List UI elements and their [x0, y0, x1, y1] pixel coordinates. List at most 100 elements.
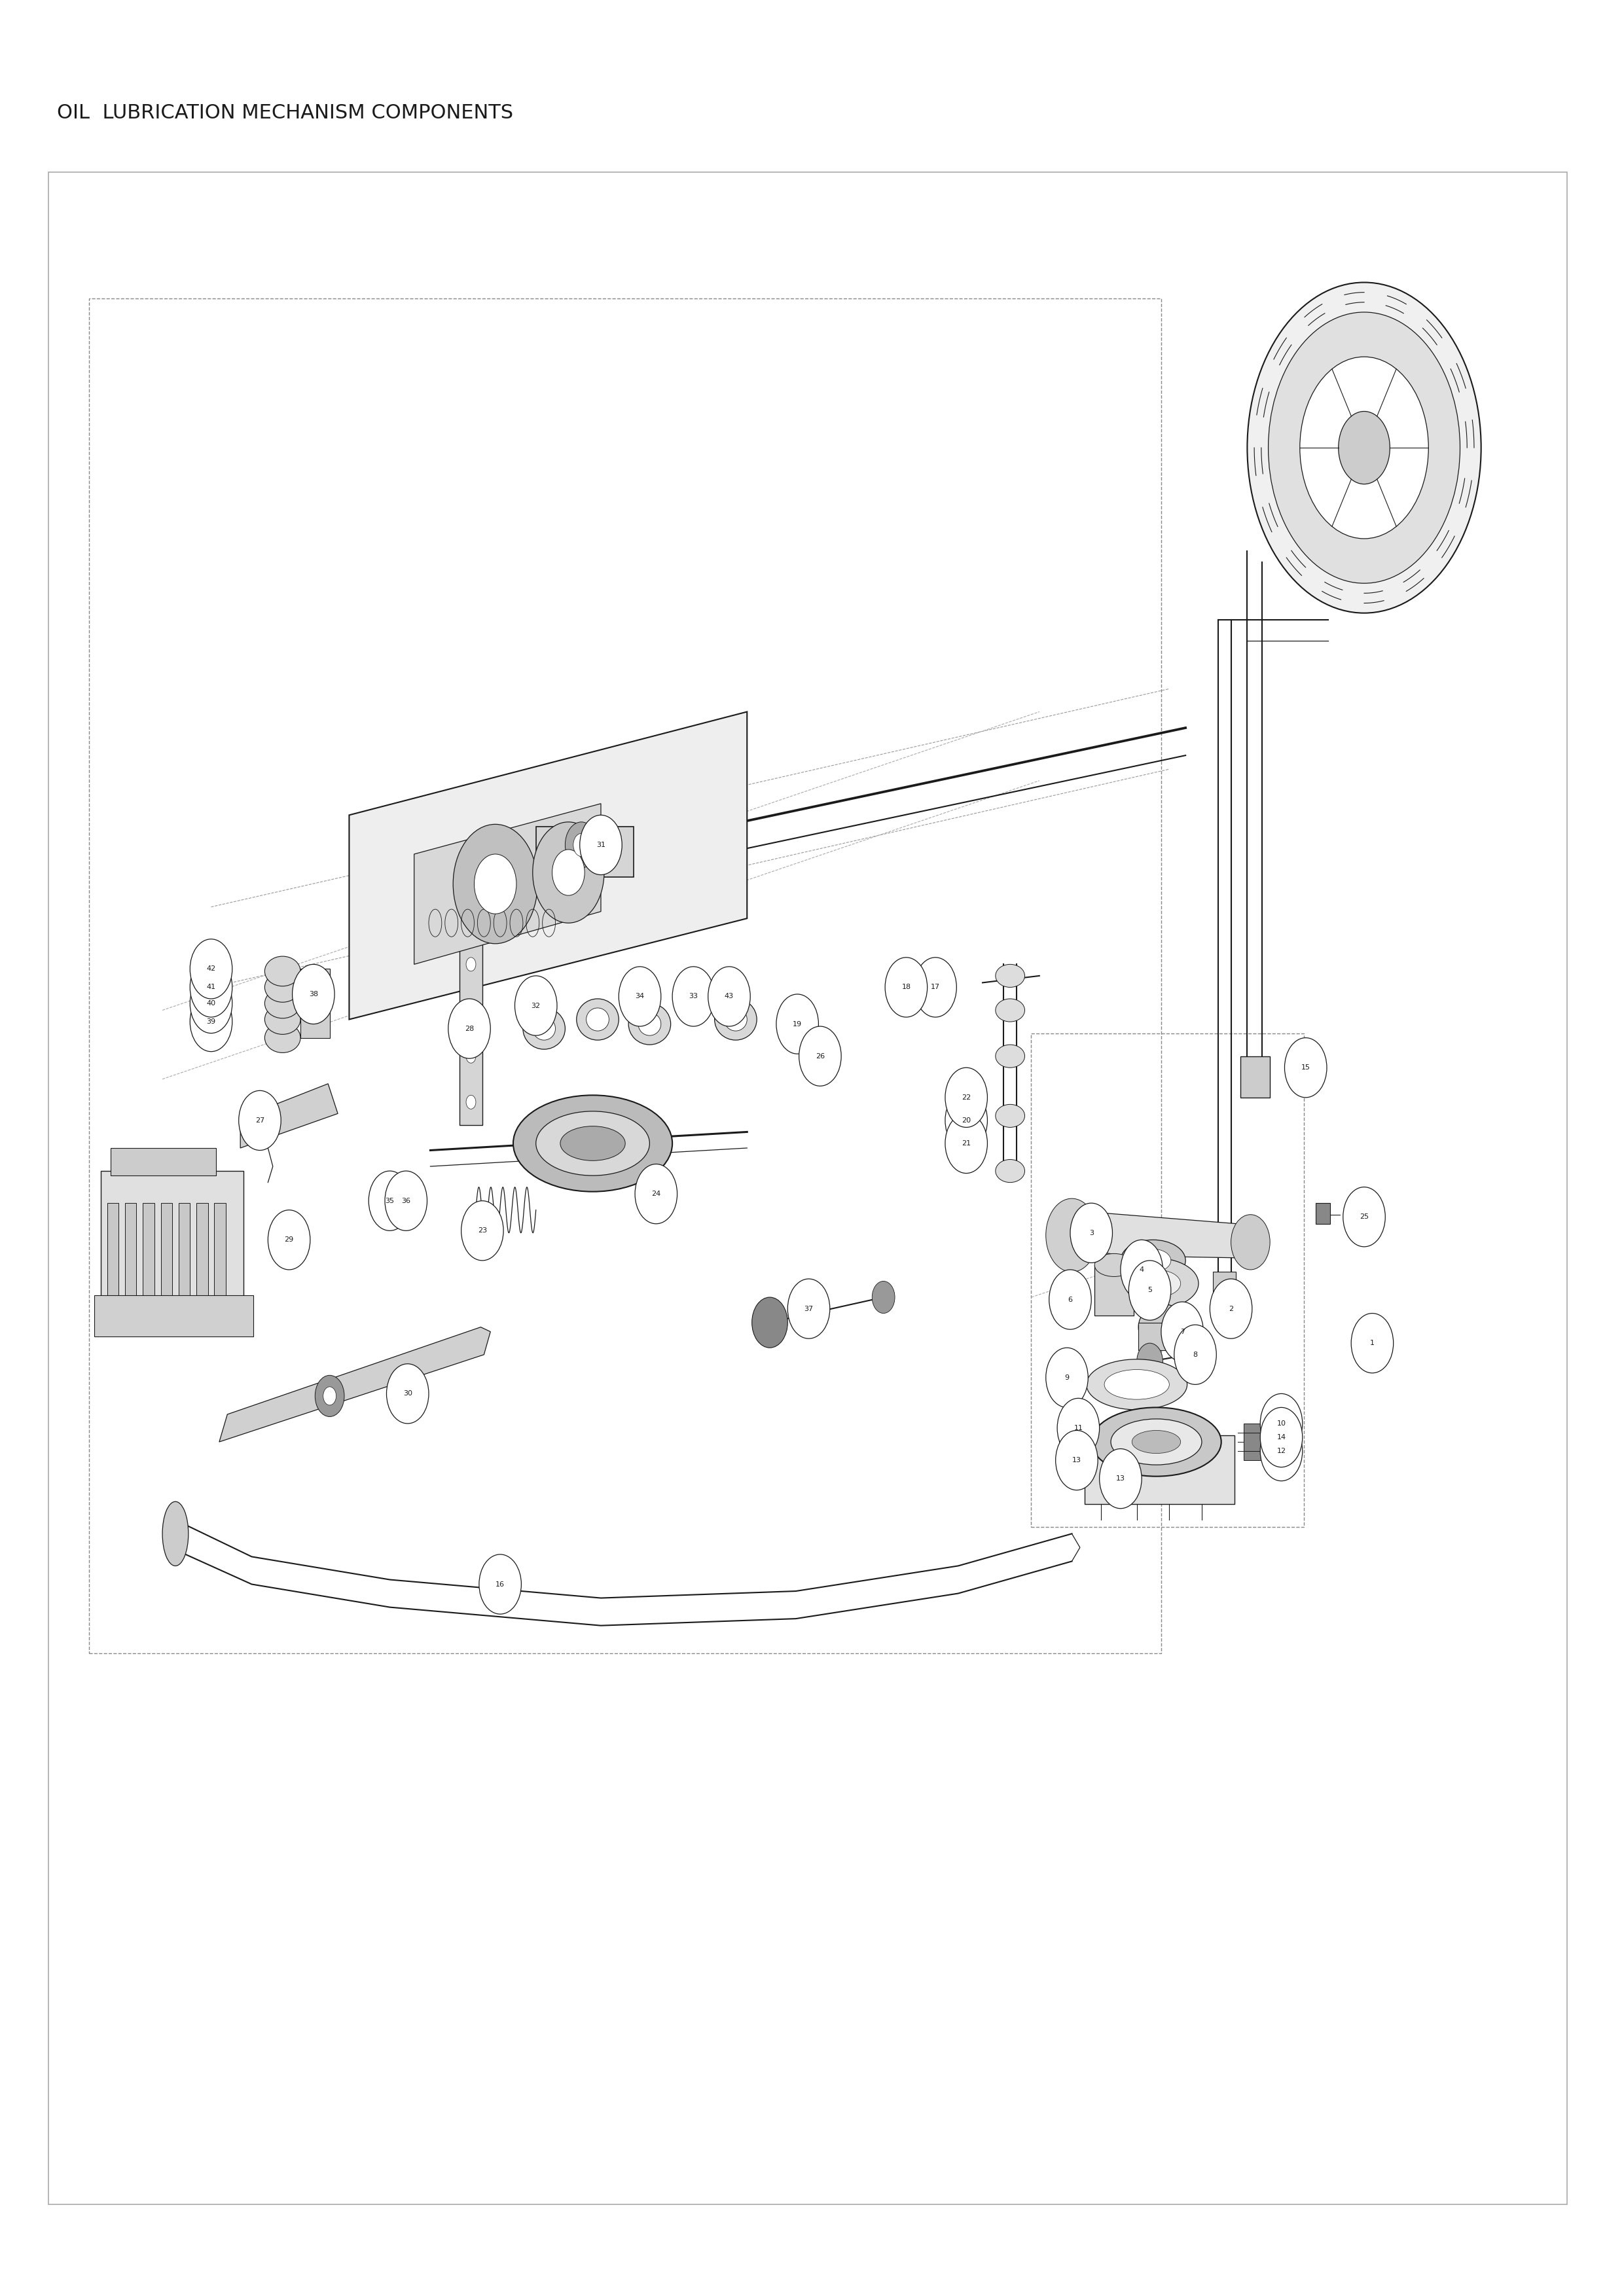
- Circle shape: [1260, 1421, 1302, 1481]
- Circle shape: [474, 854, 516, 914]
- Circle shape: [1056, 1430, 1098, 1490]
- Ellipse shape: [1086, 1359, 1187, 1410]
- Ellipse shape: [1135, 1249, 1171, 1272]
- Circle shape: [565, 822, 598, 868]
- Ellipse shape: [724, 1008, 747, 1031]
- Circle shape: [1046, 1348, 1088, 1407]
- Text: 1: 1: [1371, 1341, 1374, 1345]
- Circle shape: [1260, 1407, 1302, 1467]
- Ellipse shape: [162, 1502, 188, 1566]
- Circle shape: [190, 974, 232, 1033]
- Ellipse shape: [996, 964, 1025, 987]
- Ellipse shape: [513, 1095, 672, 1192]
- Text: 13: 13: [1116, 1476, 1125, 1481]
- Circle shape: [1260, 1394, 1302, 1453]
- Circle shape: [1057, 1398, 1099, 1458]
- Circle shape: [369, 1171, 411, 1231]
- Ellipse shape: [1132, 1270, 1181, 1297]
- Circle shape: [619, 967, 661, 1026]
- Circle shape: [461, 1201, 503, 1261]
- Ellipse shape: [996, 999, 1025, 1022]
- Ellipse shape: [1091, 1407, 1221, 1476]
- Ellipse shape: [715, 999, 757, 1040]
- Text: 35: 35: [385, 1199, 395, 1203]
- Circle shape: [466, 1095, 476, 1109]
- Bar: [143, 1203, 154, 1295]
- Circle shape: [190, 957, 232, 1017]
- Text: 18: 18: [901, 985, 911, 990]
- Ellipse shape: [1121, 1240, 1186, 1281]
- Circle shape: [1231, 1215, 1270, 1270]
- Text: 23: 23: [477, 1228, 487, 1233]
- Ellipse shape: [1111, 1419, 1202, 1465]
- Text: 32: 32: [531, 1003, 541, 1008]
- Bar: [107, 1203, 119, 1295]
- Circle shape: [1299, 356, 1429, 540]
- Text: 30: 30: [403, 1391, 412, 1396]
- Ellipse shape: [628, 1003, 671, 1045]
- Text: 40: 40: [206, 1001, 216, 1006]
- Circle shape: [1121, 1240, 1163, 1300]
- Circle shape: [776, 994, 818, 1054]
- Ellipse shape: [1095, 1254, 1134, 1277]
- Text: 7: 7: [1181, 1329, 1184, 1334]
- Circle shape: [552, 850, 585, 895]
- Ellipse shape: [536, 1111, 650, 1176]
- Text: 34: 34: [635, 994, 645, 999]
- Text: 4: 4: [1140, 1267, 1143, 1272]
- Text: 38: 38: [309, 992, 318, 996]
- Circle shape: [1247, 282, 1481, 613]
- Ellipse shape: [1114, 1258, 1199, 1309]
- Circle shape: [1070, 1203, 1112, 1263]
- Text: 17: 17: [931, 985, 940, 990]
- Circle shape: [387, 1364, 429, 1424]
- Ellipse shape: [533, 1017, 555, 1040]
- Text: 27: 27: [255, 1118, 265, 1123]
- Circle shape: [323, 1387, 336, 1405]
- Ellipse shape: [1132, 1430, 1181, 1453]
- Circle shape: [239, 1091, 281, 1150]
- Circle shape: [315, 1375, 344, 1417]
- Text: 20: 20: [961, 1118, 971, 1123]
- Ellipse shape: [1138, 1304, 1187, 1350]
- Circle shape: [1338, 411, 1390, 484]
- Circle shape: [1099, 1449, 1142, 1508]
- Bar: [460, 918, 482, 1125]
- Circle shape: [190, 939, 232, 999]
- Circle shape: [788, 1279, 830, 1339]
- Circle shape: [448, 999, 490, 1058]
- Text: 6: 6: [1069, 1297, 1072, 1302]
- Polygon shape: [349, 712, 747, 1019]
- Circle shape: [799, 1026, 841, 1086]
- Ellipse shape: [560, 1125, 625, 1159]
- Circle shape: [945, 1068, 987, 1127]
- Bar: [197, 1203, 208, 1295]
- Bar: [179, 1203, 190, 1295]
- Text: 9: 9: [1065, 1375, 1069, 1380]
- Text: 5: 5: [1148, 1288, 1151, 1293]
- Bar: [101, 1171, 244, 1304]
- Ellipse shape: [996, 1159, 1025, 1182]
- Polygon shape: [240, 1084, 338, 1148]
- Text: 37: 37: [804, 1306, 814, 1311]
- Circle shape: [466, 1049, 476, 1063]
- Circle shape: [872, 1281, 895, 1313]
- Circle shape: [580, 815, 622, 875]
- Ellipse shape: [638, 1013, 661, 1035]
- Text: 28: 28: [464, 1026, 474, 1031]
- Text: 36: 36: [401, 1199, 411, 1203]
- Bar: [1244, 1433, 1273, 1451]
- Text: 8: 8: [1194, 1352, 1197, 1357]
- Text: 25: 25: [1359, 1215, 1369, 1219]
- Bar: [125, 1203, 136, 1295]
- Text: 19: 19: [793, 1022, 802, 1026]
- Circle shape: [1174, 1325, 1216, 1384]
- Bar: [1095, 1265, 1134, 1316]
- Text: 12: 12: [1276, 1449, 1286, 1453]
- Circle shape: [385, 1171, 427, 1231]
- Ellipse shape: [996, 1104, 1025, 1127]
- Circle shape: [1285, 1038, 1327, 1097]
- Circle shape: [1049, 1270, 1091, 1329]
- Ellipse shape: [523, 1008, 565, 1049]
- Circle shape: [945, 1091, 987, 1150]
